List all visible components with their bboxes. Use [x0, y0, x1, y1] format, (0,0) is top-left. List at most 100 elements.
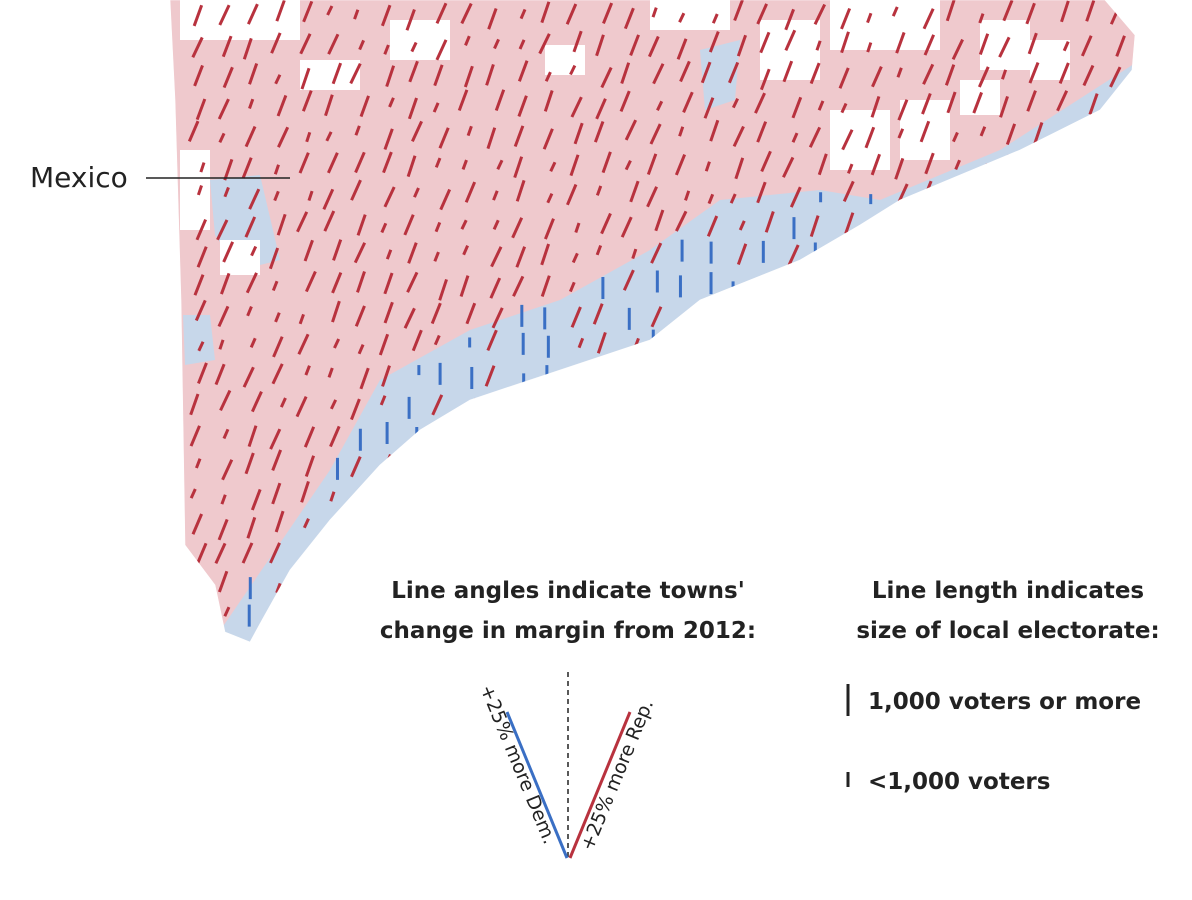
town-line [330, 604, 342, 626]
town-line [678, 126, 685, 137]
town-line [675, 210, 688, 232]
town-line [199, 162, 206, 173]
town-line [629, 34, 640, 56]
town-line [489, 277, 502, 299]
town-line [923, 459, 935, 481]
town-line [574, 222, 581, 233]
town-line [359, 367, 370, 390]
town-line [866, 42, 873, 53]
town-line [700, 61, 712, 84]
town-line [1008, 430, 1016, 442]
town-line [624, 159, 632, 171]
town-line [272, 336, 284, 358]
town-line [784, 8, 795, 31]
town-line [923, 34, 936, 56]
town-line [622, 269, 635, 291]
town-line [409, 459, 417, 471]
town-line [220, 494, 227, 505]
town-line [948, 524, 956, 535]
town-line [1026, 90, 1037, 112]
town-line [1059, 457, 1070, 480]
town-line [407, 242, 418, 264]
town-line [486, 397, 497, 419]
town-line [706, 215, 719, 237]
town-line [295, 396, 308, 418]
town-line [1033, 122, 1044, 144]
town-line [894, 157, 905, 180]
town-line [1002, 0, 1014, 22]
town-line [407, 97, 418, 120]
town-line [680, 402, 688, 414]
town-line [271, 449, 283, 472]
town-line [359, 95, 370, 118]
town-line [1004, 305, 1015, 328]
town-line [305, 270, 317, 293]
town-line [544, 71, 552, 82]
town-line [383, 44, 390, 55]
town-line [788, 607, 795, 618]
town-line [840, 102, 848, 114]
town-line [189, 425, 201, 447]
town-line [218, 4, 231, 26]
town-line [406, 155, 417, 178]
town-line [462, 245, 469, 256]
town-line [600, 424, 613, 446]
town-line [978, 13, 985, 24]
town-line [943, 181, 955, 203]
town-line [838, 67, 850, 89]
town-line [842, 180, 855, 203]
town-line [592, 303, 604, 325]
town-line [273, 190, 280, 202]
town-line [274, 510, 285, 533]
town-line [300, 67, 311, 90]
town-line [738, 220, 746, 231]
town-line [432, 102, 440, 113]
town-line [813, 3, 827, 25]
town-line [595, 244, 603, 256]
town-line [1001, 69, 1008, 80]
town-line [787, 244, 800, 266]
town-line [512, 275, 525, 297]
town-line [812, 486, 823, 509]
town-line [571, 252, 579, 264]
town-line [954, 159, 961, 170]
town-line [543, 90, 554, 112]
town-line [894, 546, 905, 569]
town-line [276, 94, 288, 117]
town-line [786, 450, 798, 473]
town-line [494, 89, 506, 111]
town-line [511, 217, 524, 239]
town-line [782, 60, 794, 83]
town-line [515, 246, 527, 268]
town-line [895, 306, 908, 329]
town-line [703, 97, 715, 119]
town-line [270, 32, 282, 54]
town-line [380, 222, 388, 234]
town-line [463, 65, 474, 88]
town-line [570, 306, 582, 328]
town-line [973, 249, 981, 260]
town-line [949, 368, 957, 379]
town-line [223, 606, 231, 617]
town-line [738, 490, 746, 501]
town-line [1080, 35, 1093, 57]
town-line [196, 542, 208, 565]
town-line [410, 41, 418, 53]
town-line [870, 153, 882, 176]
town-line [1029, 483, 1041, 506]
town-line [246, 306, 253, 317]
town-line [329, 399, 338, 410]
town-line [1113, 335, 1121, 346]
town-fill [700, 40, 740, 110]
town-line [622, 360, 633, 383]
town-line [1112, 421, 1125, 443]
town-line [973, 398, 985, 421]
town-line [384, 512, 397, 535]
town-line [653, 428, 665, 451]
town-line [383, 186, 396, 208]
town-line [571, 454, 582, 477]
town-line [298, 313, 305, 325]
town-line [679, 606, 686, 617]
town-line [273, 164, 280, 175]
